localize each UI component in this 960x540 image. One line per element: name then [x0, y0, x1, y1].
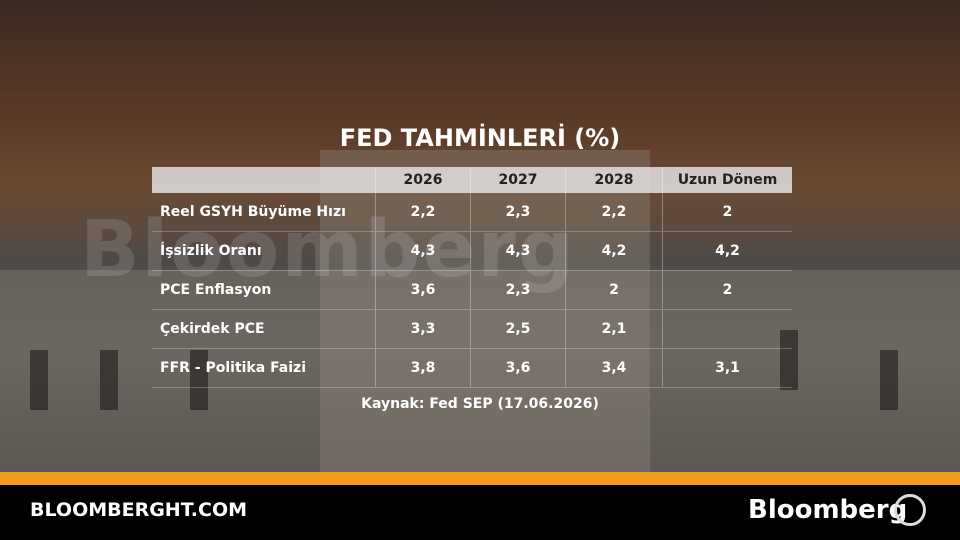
table-cell: 3,6 [375, 271, 470, 309]
table-cell: 3,4 [565, 349, 662, 387]
table-cell: 2 [662, 193, 792, 231]
row-label: Reel GSYH Büyüme Hızı [160, 204, 346, 220]
table-cell: 2 [662, 271, 792, 309]
empty-cell [662, 310, 792, 348]
header-row: 2026 2027 2028 Uzun Dönem [152, 167, 792, 193]
column-header: 2027 [470, 167, 565, 193]
window [30, 350, 48, 410]
row-label: PCE Enflasyon [160, 282, 272, 298]
table-title: FED TAHMİNLERİ (%) [339, 124, 621, 152]
table-cell: 4,3 [375, 232, 470, 270]
table-cell: 2 [565, 271, 662, 309]
table-row: FFR - Politika Faizi 3,8 3,6 3,4 3,1 [152, 349, 792, 388]
table-cell: 2,3 [470, 193, 565, 231]
row-label: Çekirdek PCE [160, 321, 265, 337]
column-header: Uzun Dönem [662, 167, 792, 193]
table-cell: 4,2 [662, 232, 792, 270]
brand-logo-text: Bloomberg [748, 495, 908, 525]
source-note: Kaynak: Fed SEP (17.06.2026) [361, 396, 599, 412]
building [0, 270, 960, 472]
window [880, 350, 898, 410]
table-cell: 2,1 [565, 310, 662, 348]
window [780, 330, 798, 390]
table-cell: 3,3 [375, 310, 470, 348]
table-row: Reel GSYH Büyüme Hızı 2,2 2,3 2,2 2 [152, 193, 792, 232]
row-label: İşsizlik Oranı [160, 243, 262, 259]
table-row: PCE Enflasyon 3,6 2,3 2 2 [152, 271, 792, 310]
site-url: BLOOMBERGHT.COM [30, 499, 248, 521]
row-label: FFR - Politika Faizi [160, 360, 307, 376]
brand-logo [894, 494, 926, 526]
table-cell: 2,2 [565, 193, 662, 231]
table-cell: 4,3 [470, 232, 565, 270]
window [100, 350, 118, 410]
background [0, 0, 960, 472]
table-row: İşsizlik Oranı 4,3 4,3 4,2 4,2 [152, 232, 792, 271]
table-cell: 4,2 [565, 232, 662, 270]
table-cell: 2,5 [470, 310, 565, 348]
forecast-table: 2026 2027 2028 Uzun Dönem Reel GSYH Büyüme H… [152, 167, 792, 388]
table-row: Çekirdek PCE 3,3 2,5 2,1 [152, 310, 792, 349]
table-cell: 2,3 [470, 271, 565, 309]
window [190, 350, 208, 410]
header-blank [152, 167, 375, 193]
column-header: 2028 [565, 167, 662, 193]
table-cell: 3,8 [375, 349, 470, 387]
footer: BLOOMBERGHT.COM Bloomberg [0, 485, 960, 540]
watermark: Bloomberg [80, 205, 576, 295]
table-cell: 2,2 [375, 193, 470, 231]
table-cell: 3,6 [470, 349, 565, 387]
column-header: 2026 [375, 167, 470, 193]
accent-bar [0, 472, 960, 485]
building-center [320, 150, 650, 472]
table-cell: 3,1 [662, 349, 792, 387]
